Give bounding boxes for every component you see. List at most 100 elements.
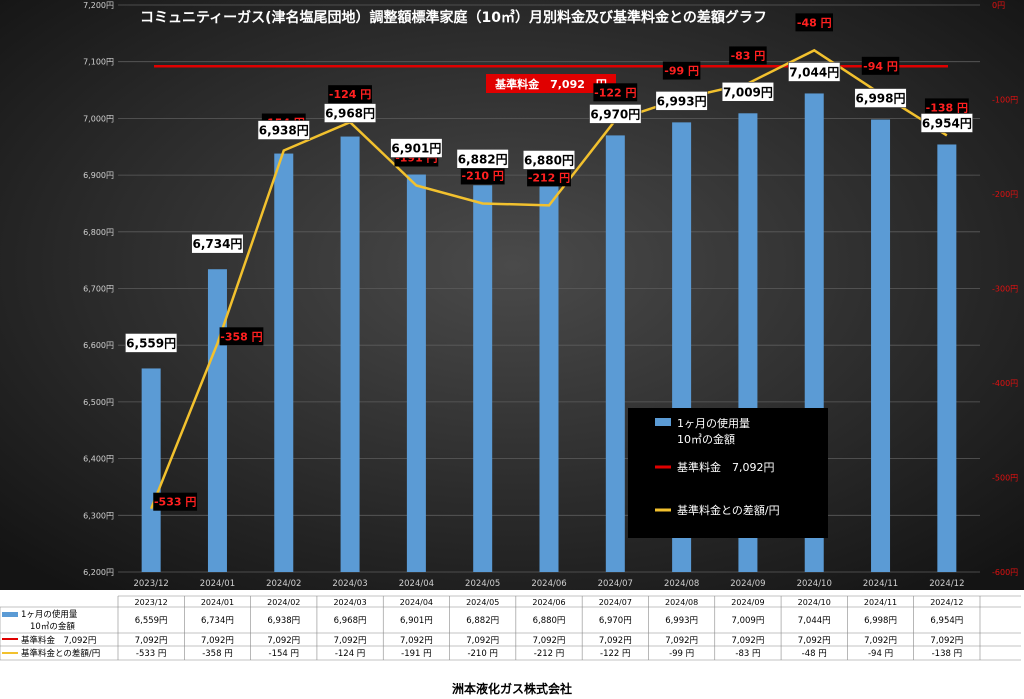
- baseline-label: 基準料金 7,092 円: [494, 77, 607, 91]
- table-cell: 6,734円: [201, 616, 234, 626]
- y-left-tick-label: 6,400円: [83, 455, 114, 464]
- table-cell: 6,954円: [930, 616, 963, 626]
- legend-label: 基準料金 7,092円: [677, 460, 775, 474]
- table-cell: 7,092円: [135, 636, 168, 646]
- diff-label-box: [328, 85, 372, 104]
- y-right-tick-label: -500円: [992, 474, 1018, 483]
- bar: [937, 144, 957, 572]
- bar-label: 6,938円: [259, 124, 309, 138]
- table-header-cell: 2024/04: [400, 598, 433, 607]
- table-cell: 7,092円: [267, 636, 300, 646]
- table-cell: -138 円: [932, 649, 963, 659]
- table-cell: -99 円: [669, 649, 694, 659]
- table-cell: 7,092円: [201, 636, 234, 646]
- table-cell: -122 円: [600, 649, 631, 659]
- diff-label-box: [593, 83, 638, 102]
- table-header-cell: 2024/12: [930, 598, 963, 607]
- x-tick-label: 2024/10: [797, 579, 832, 589]
- y-left-tick-label: 6,500円: [83, 398, 114, 407]
- bar-label-box: [854, 88, 907, 108]
- bar-label-box: [323, 103, 377, 123]
- y-left-tick-label: 7,000円: [83, 114, 114, 123]
- table-swatch-bar: [2, 612, 18, 617]
- diff-label: -138 円: [926, 101, 968, 114]
- legend-box: [628, 408, 828, 538]
- x-tick-label: 2023/12: [133, 579, 168, 589]
- y-left-tick-label: 6,900円: [83, 171, 114, 180]
- bar-label-box: [788, 62, 841, 82]
- y-left-tick-label: 6,700円: [83, 285, 114, 294]
- table-header-cell: 2024/11: [864, 598, 897, 607]
- bar-label: 6,734円: [192, 237, 242, 251]
- diff-label-box: [153, 492, 198, 511]
- table-cell: -124 円: [335, 649, 366, 659]
- bar-label-box: [456, 149, 509, 169]
- table-row-label: 1ヶ月の使用量: [21, 609, 78, 620]
- bar: [207, 269, 227, 572]
- table-cell: 6,901円: [400, 616, 433, 626]
- bar: [340, 136, 360, 572]
- table-cell: 6,882円: [466, 616, 499, 626]
- table-cell: 7,092円: [864, 636, 897, 646]
- bar: [473, 185, 493, 572]
- table-cell: 6,938円: [267, 616, 300, 626]
- table-cell: -154 円: [269, 649, 300, 659]
- diff-label-box: [924, 98, 969, 117]
- x-tick-label: 2024/01: [200, 579, 235, 589]
- table-row-label: 基準料金 7,092円: [21, 635, 96, 646]
- table-cell: 7,092円: [665, 636, 698, 646]
- legend-label: 基準料金との差額/円: [677, 503, 780, 517]
- table-cell: 6,968円: [334, 616, 367, 626]
- diff-label-box: [795, 13, 833, 32]
- baseline-label-box: [486, 74, 616, 93]
- y-right-tick-label: -600円: [992, 568, 1018, 577]
- bar-label: 6,998円: [856, 92, 906, 106]
- y-right-tick-label: 0円: [992, 1, 1005, 10]
- bar-label-box: [257, 120, 310, 140]
- y-left-tick-label: 6,800円: [83, 228, 114, 237]
- table-header-cell: 2024/09: [731, 598, 764, 607]
- x-tick-label: 2024/07: [598, 579, 633, 589]
- x-tick-label: 2024/06: [531, 579, 566, 589]
- table-cell: 6,559円: [135, 616, 168, 626]
- diff-label: -358 円: [220, 330, 262, 343]
- table-header-cell: 2024/07: [599, 598, 632, 607]
- table-cell: -48 円: [802, 649, 827, 659]
- y-right-tick-label: -100円: [992, 96, 1018, 105]
- table-cell: 7,009円: [732, 616, 765, 626]
- table-cell: -212 円: [534, 649, 565, 659]
- table-cell: 7,092円: [533, 636, 566, 646]
- diff-label: -83 円: [731, 49, 766, 62]
- table-cell: 7,092円: [798, 636, 831, 646]
- table-cell: 7,044円: [798, 616, 831, 626]
- bar: [605, 135, 625, 572]
- bar-label: 6,901円: [391, 142, 441, 156]
- bar: [141, 368, 161, 572]
- table-row-label: 10㎥の金額: [30, 621, 75, 632]
- diff-label: -94 円: [863, 60, 898, 73]
- table-cell: 6,880円: [533, 616, 566, 626]
- table-row-label: 基準料金との差額/円: [21, 648, 100, 659]
- x-tick-label: 2024/05: [465, 579, 500, 589]
- legend-label: 1ヶ月の使用量: [677, 417, 750, 430]
- y-right-tick-label: -200円: [992, 190, 1018, 199]
- bar-label-box: [920, 113, 973, 133]
- legend-swatch-bar: [655, 418, 671, 426]
- diff-label: -212 円: [528, 171, 570, 184]
- x-tick-label: 2024/08: [664, 579, 699, 589]
- table-header-cell: 2024/01: [201, 598, 234, 607]
- table-header-cell: 2024/06: [532, 598, 565, 607]
- table-cell: -94 円: [868, 649, 893, 659]
- bar-label: 7,044円: [789, 65, 839, 79]
- bar-label: 6,954円: [922, 116, 972, 130]
- chart-title: コミュニティーガス(津名塩尾団地）調整額標準家庭（10㎥）月別料金及び基準料金と…: [140, 9, 767, 26]
- bar-label-box: [390, 138, 443, 158]
- diff-line: [149, 48, 948, 510]
- table-header-cell: 2024/08: [665, 598, 698, 607]
- table-cell: 6,970円: [599, 616, 632, 626]
- table-cell: -533 円: [136, 649, 167, 659]
- table-cell: -191 円: [401, 649, 432, 659]
- diff-label-box: [219, 327, 264, 346]
- table-header-cell: 2024/03: [333, 598, 366, 607]
